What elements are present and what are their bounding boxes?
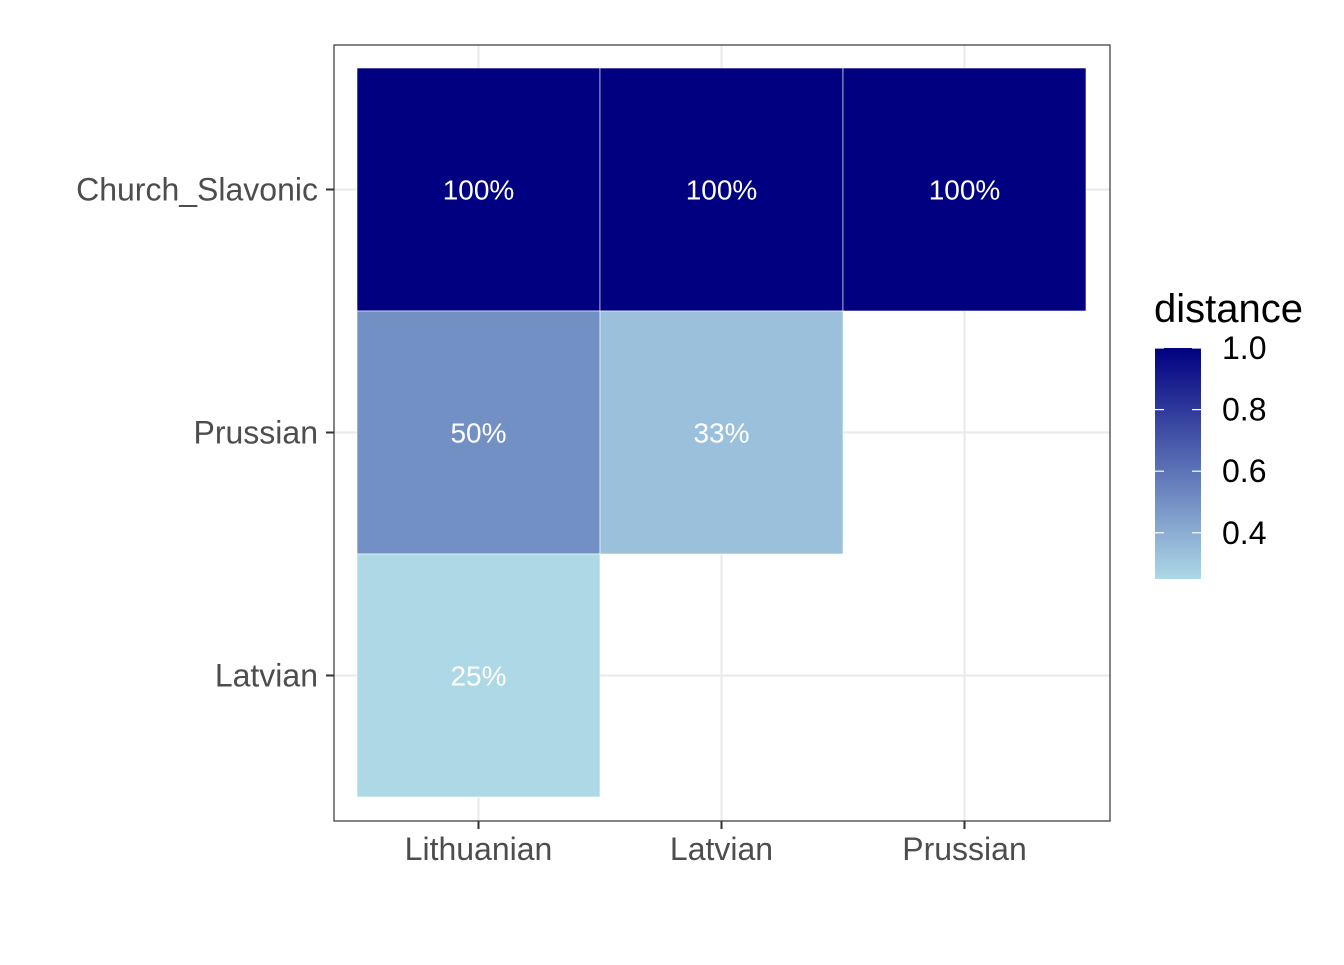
legend-tick-label-2: 0.6 [1222,453,1266,489]
y-tick-label-latvian: Latvian [215,658,318,694]
cell-church-slavonic-prussian [842,67,1087,312]
cell-label-church-slavonic-latvian: 100% [686,175,758,206]
cell-label-prussian-lithuanian: 50% [450,418,506,449]
cell-label-church-slavonic-prussian: 100% [929,175,1001,206]
y-tick-label-church-slavonic: Church_Slavonic [76,172,318,208]
x-axis: Lithuanian Latvian Prussian [405,821,1027,867]
cell-label-prussian-latvian: 33% [693,418,749,449]
cell-label-latvian-lithuanian: 25% [450,661,506,692]
cell-labels: 100% 100% 100% 50% 33% 25% [443,175,1001,692]
heatmap-cells [356,67,1087,798]
legend-colorbar [1155,348,1201,579]
legend-title: distance [1154,287,1303,331]
cell-prussian-lithuanian [356,310,601,555]
legend-tick-label-1: 0.8 [1222,392,1266,428]
legend-tick-label-0: 1.0 [1222,330,1266,366]
y-tick-label-prussian: Prussian [194,415,319,451]
x-tick-label-latvian: Latvian [670,831,773,867]
x-tick-label-prussian: Prussian [902,831,1027,867]
color-legend: distance 1.0 0.8 0.6 0.4 [1154,287,1303,579]
cell-prussian-latvian [599,310,844,555]
legend-tick-label-3: 0.4 [1222,515,1266,551]
cell-latvian-lithuanian [356,553,601,798]
x-tick-label-lithuanian: Lithuanian [405,831,553,867]
y-axis: Church_Slavonic Prussian Latvian [76,172,334,694]
cell-church-slavonic-latvian [599,67,844,312]
cell-label-church-slavonic-lithuanian: 100% [443,175,515,206]
